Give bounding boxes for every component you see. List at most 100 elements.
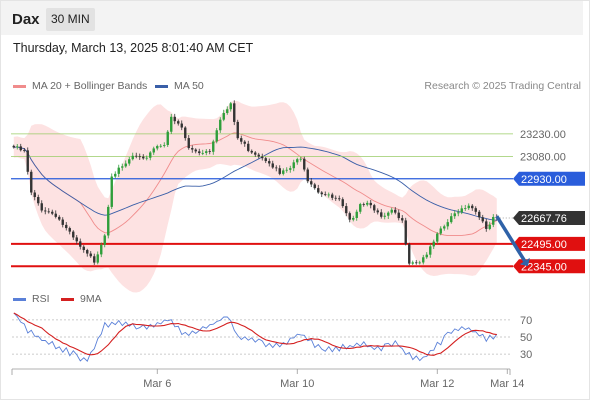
candle-body <box>65 224 68 229</box>
candle-body <box>236 121 239 139</box>
pivot-label: 22930.00 <box>521 174 567 186</box>
candle-body <box>51 211 54 214</box>
candle-body <box>471 205 474 209</box>
candle-body <box>387 212 390 216</box>
candle-body <box>131 155 134 160</box>
candle-body <box>320 192 323 195</box>
candle-body <box>317 188 320 193</box>
candle-body <box>163 144 166 146</box>
candle-body <box>114 173 117 177</box>
candle-body <box>299 158 302 160</box>
candle-body <box>306 169 309 182</box>
last-price-tag <box>513 211 585 226</box>
candle-body <box>355 211 358 218</box>
candle-body <box>222 113 225 120</box>
candle-body <box>187 138 190 149</box>
ma50-line <box>13 146 497 221</box>
candle-body <box>310 181 313 185</box>
candle-body <box>152 148 155 153</box>
candle-body <box>205 151 208 153</box>
candle-body <box>268 161 271 164</box>
candle-body <box>212 141 215 152</box>
candle-body <box>23 150 26 152</box>
legend-ma50-swatch <box>155 84 168 88</box>
candle-body <box>436 233 439 242</box>
candle-body <box>464 208 467 209</box>
candle-body <box>485 221 488 229</box>
candle-body <box>352 217 355 220</box>
bollinger-band-fill <box>13 100 497 293</box>
candle-body <box>422 257 425 263</box>
candle-body <box>324 194 327 196</box>
candle-body <box>401 218 404 221</box>
candle-body <box>429 246 432 255</box>
candle-body <box>149 152 152 158</box>
x-tick-label: Mar 14 <box>490 378 524 390</box>
candle-body <box>313 184 316 189</box>
legend-rsi-label: RSI <box>32 293 50 305</box>
candle-body <box>327 194 330 196</box>
candle-body <box>488 224 491 229</box>
timestamp: Thursday, March 13, 2025 8:01:40 AM CET <box>13 41 254 55</box>
candle-body <box>257 154 260 157</box>
candle-body <box>376 210 379 213</box>
legend-9ma-label: 9MA <box>80 293 102 305</box>
candle-body <box>292 162 295 169</box>
candle-body <box>166 131 169 145</box>
candle-body <box>107 206 110 236</box>
candle-body <box>16 146 19 148</box>
candle-body <box>334 197 337 199</box>
candle-body <box>275 167 278 169</box>
candle-body <box>33 192 36 198</box>
support_1-tag <box>513 236 585 251</box>
candle-body <box>474 208 477 212</box>
candle-body <box>345 206 348 214</box>
candle-body <box>121 166 124 168</box>
rsi-tick-label: 70 <box>520 315 532 327</box>
candle-body <box>453 213 456 217</box>
candle-body <box>96 254 99 263</box>
candle-body <box>215 130 218 142</box>
rsi-tick-label: 30 <box>520 349 532 361</box>
candle-body <box>481 217 484 222</box>
candle-body <box>198 151 201 154</box>
candle-body <box>58 216 61 220</box>
candle-body <box>478 211 481 218</box>
candle-body <box>467 205 470 209</box>
candle-body <box>86 250 89 254</box>
symbol-name: Dax <box>12 11 40 28</box>
candle-body <box>369 202 372 206</box>
candle-body <box>194 149 197 152</box>
candle-body <box>415 262 418 264</box>
candle-body <box>184 127 187 139</box>
candle-body <box>338 198 341 200</box>
candle-body <box>103 235 106 245</box>
candle-body <box>100 244 103 255</box>
candle-body <box>264 158 267 162</box>
candle-body <box>261 156 264 159</box>
candle-body <box>331 194 334 198</box>
candle-body <box>54 213 57 217</box>
candle-body <box>110 176 113 207</box>
candle-body <box>173 116 176 122</box>
interval-selector[interactable]: 30 MIN <box>46 8 95 31</box>
candle-body <box>303 158 306 170</box>
candle-body <box>432 241 435 247</box>
rsi-tick-label: 50 <box>520 332 532 344</box>
x-tick-label: Mar 10 <box>280 378 314 390</box>
candle-body <box>75 237 78 242</box>
rsi-9ma-line <box>13 312 497 356</box>
candle-body <box>128 159 131 164</box>
candle-body <box>348 213 351 220</box>
support_2-label: 22345.00 <box>521 261 567 273</box>
resistance_1-label: 23080.00 <box>520 151 566 163</box>
support_1-label: 22495.00 <box>521 239 567 251</box>
candle-body <box>82 246 85 251</box>
candle-body <box>208 151 211 152</box>
candle-body <box>443 226 446 229</box>
candle-body <box>492 216 495 225</box>
candle-body <box>359 204 362 212</box>
legend-9ma-swatch <box>61 297 74 301</box>
candle-body <box>411 262 414 264</box>
